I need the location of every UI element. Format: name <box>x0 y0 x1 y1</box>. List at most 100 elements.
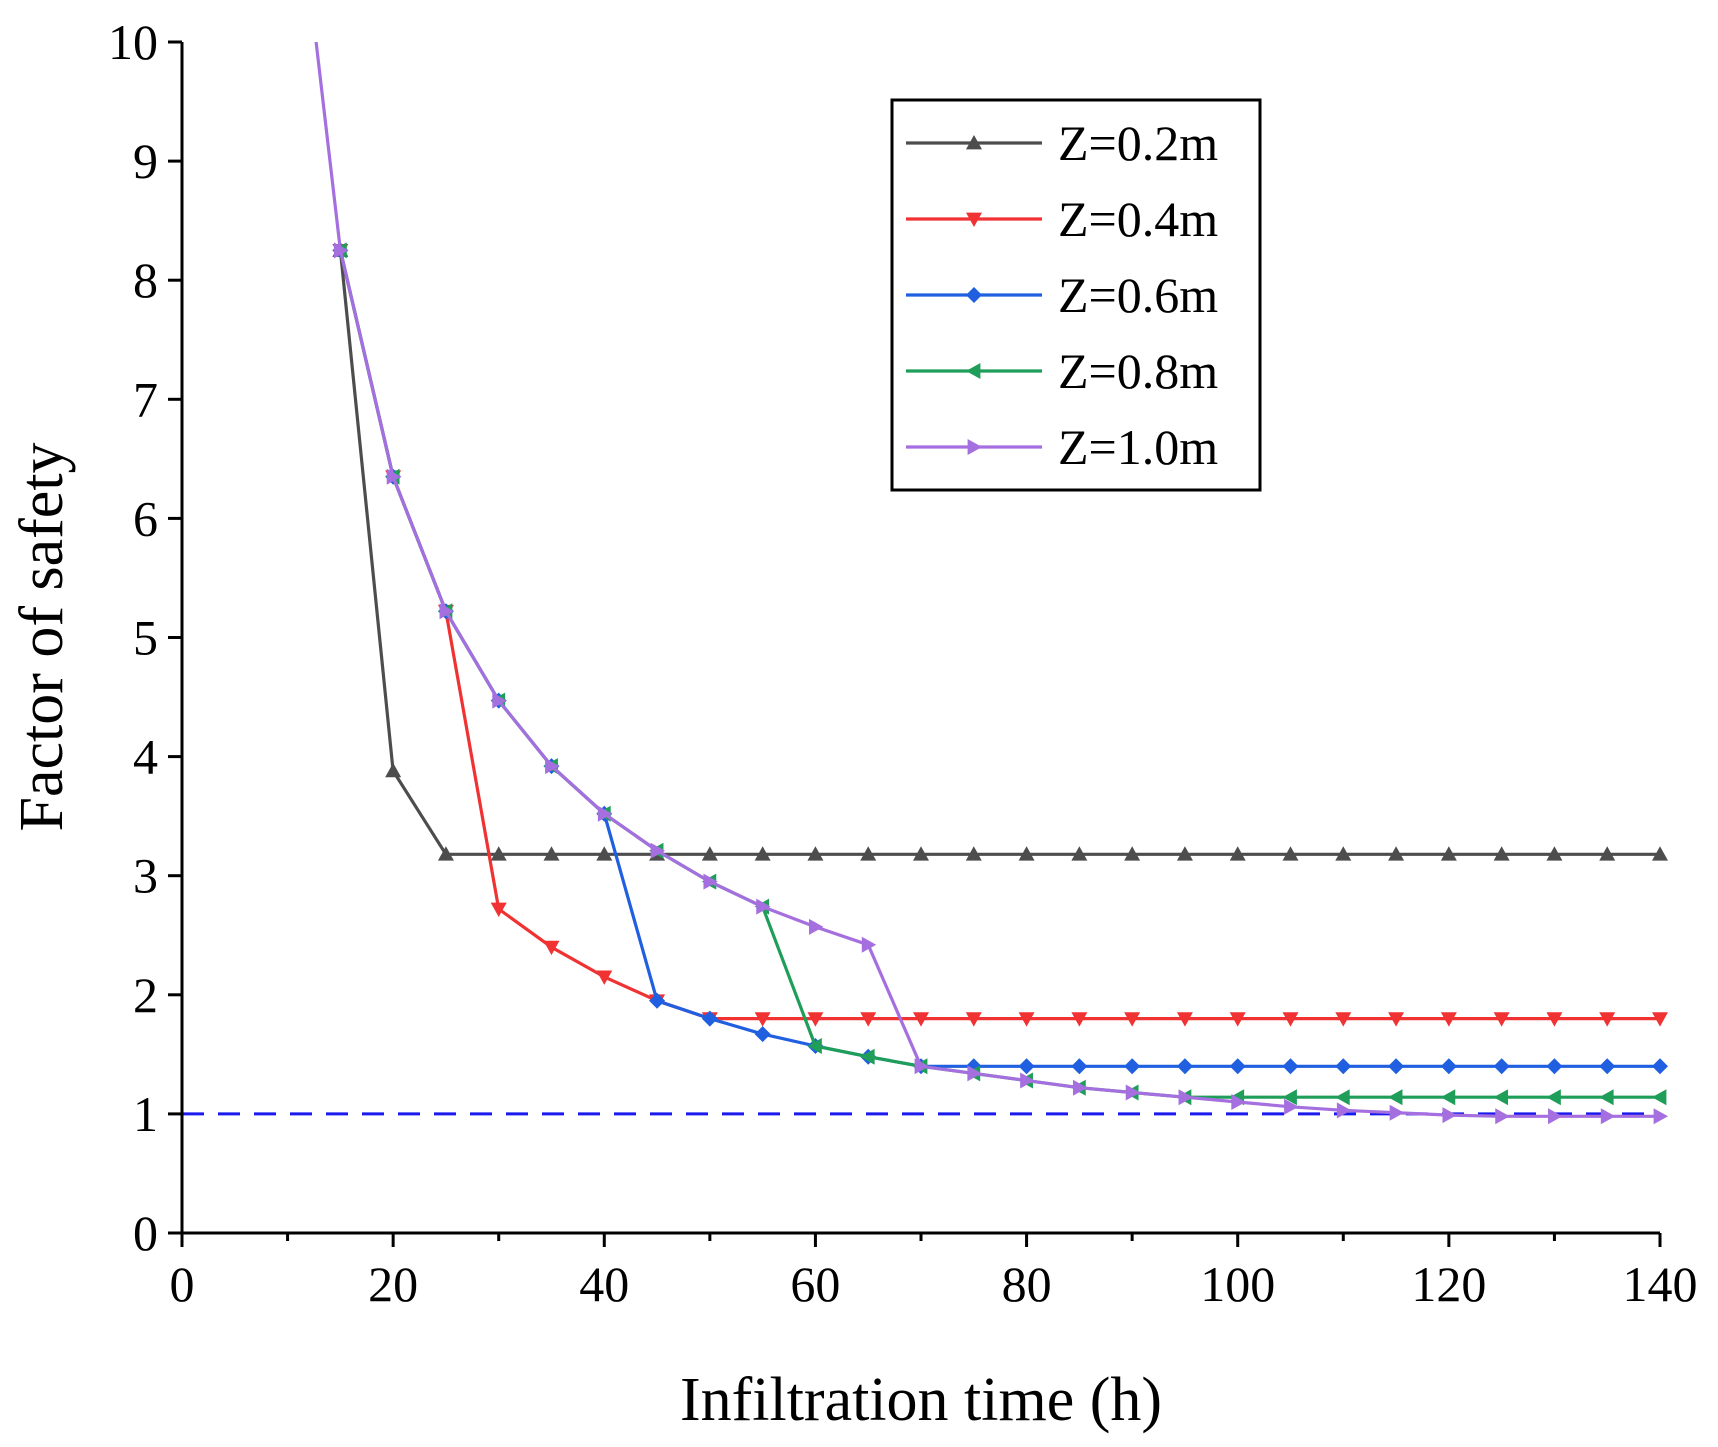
data-point <box>492 692 507 709</box>
data-point <box>913 846 929 861</box>
data-point <box>860 846 877 861</box>
x-tick-label: 140 <box>1623 1256 1698 1312</box>
series-line <box>338 250 1660 856</box>
data-point <box>1018 846 1035 861</box>
y-tick-label: 2 <box>133 967 158 1023</box>
data-point <box>1176 846 1193 861</box>
data-point <box>1495 1108 1510 1125</box>
data-point <box>1493 1012 1510 1027</box>
data-point <box>1178 1089 1193 1106</box>
legend-marker <box>966 363 981 379</box>
data-point <box>1282 1012 1299 1027</box>
y-tick-label: 1 <box>133 1086 158 1142</box>
data-point <box>1652 1089 1667 1106</box>
x-tick-label: 40 <box>579 1256 629 1312</box>
data-point <box>754 846 771 861</box>
data-point <box>1071 1012 1088 1027</box>
legend-label: Z=1.0m <box>1058 419 1218 475</box>
x-tick-label: 20 <box>368 1256 418 1312</box>
data-point <box>756 898 771 915</box>
series-line <box>338 250 1660 1021</box>
data-point <box>1229 846 1246 861</box>
data-point <box>543 940 560 956</box>
data-point <box>1546 846 1563 861</box>
data-point <box>1124 1012 1141 1027</box>
ticks-layer: 0 20 40 60 80 100 120 140 0 1 2 3 4 5 6 7 8 9 10 <box>108 14 1698 1312</box>
x-tick-label: 60 <box>790 1256 840 1312</box>
data-point <box>1018 1012 1035 1027</box>
data-point <box>703 873 718 890</box>
x-tick-label: 80 <box>1002 1256 1052 1312</box>
x-tick-label: 100 <box>1200 1256 1275 1312</box>
data-point <box>701 1010 718 1027</box>
data-point <box>1072 1079 1088 1096</box>
data-point <box>754 1026 771 1043</box>
data-point <box>545 758 560 775</box>
data-point <box>1599 1058 1616 1075</box>
data-point <box>1018 1058 1035 1075</box>
data-point <box>1599 846 1616 861</box>
data-point <box>1652 1012 1668 1027</box>
data-point <box>1125 1084 1141 1101</box>
data-point <box>596 970 613 985</box>
data-point <box>1176 1012 1193 1027</box>
data-point <box>1282 1089 1297 1106</box>
data-point <box>967 1065 982 1082</box>
data-point <box>1599 1089 1614 1106</box>
data-point <box>1335 1012 1352 1027</box>
data-point <box>490 902 507 918</box>
y-tick-label: 3 <box>133 848 158 904</box>
data-point <box>1440 1058 1457 1075</box>
data-point <box>861 936 877 953</box>
data-point <box>1229 1012 1246 1027</box>
data-point <box>1652 846 1668 861</box>
data-point <box>914 1058 929 1075</box>
data-point <box>1388 1012 1405 1027</box>
data-point <box>597 805 613 822</box>
series-Z=0.2m <box>332 242 1668 861</box>
data-point <box>1335 846 1352 861</box>
data-point <box>1071 846 1088 861</box>
legend-marker <box>967 439 982 455</box>
data-point <box>1388 846 1405 861</box>
y-tick-label: 0 <box>133 1205 158 1261</box>
y-tick-label: 6 <box>133 490 158 546</box>
data-point <box>1653 1108 1668 1125</box>
data-point <box>596 846 613 861</box>
data-point <box>1389 1104 1405 1121</box>
x-axis-title: Infiltration time (h) <box>680 1366 1162 1434</box>
data-point <box>1336 1102 1352 1119</box>
data-point <box>1652 1058 1668 1075</box>
data-point <box>439 603 454 620</box>
legend-marker <box>966 135 982 150</box>
series-layer <box>314 41 1668 1125</box>
data-point <box>1284 1098 1299 1115</box>
data-point <box>333 242 349 259</box>
data-point <box>1442 1107 1457 1124</box>
data-point <box>1599 1012 1616 1027</box>
data-point <box>1440 1012 1457 1027</box>
x-tick-label: 120 <box>1411 1256 1486 1312</box>
legend-marker <box>966 287 982 303</box>
y-tick-label: 8 <box>133 252 158 308</box>
data-point <box>913 1012 929 1027</box>
data-point <box>1124 1058 1141 1075</box>
data-point <box>965 1012 982 1027</box>
data-point <box>1176 1058 1193 1075</box>
data-point <box>1231 1093 1246 1110</box>
legend-label: Z=0.8m <box>1058 343 1218 399</box>
data-point <box>1282 846 1299 861</box>
data-point <box>1546 1012 1563 1027</box>
data-point <box>1388 1089 1403 1106</box>
data-point <box>807 846 824 861</box>
data-point <box>1546 1058 1563 1075</box>
y-tick-label: 10 <box>108 14 158 70</box>
data-point <box>543 846 560 861</box>
legend-label: Z=0.2m <box>1058 115 1218 171</box>
data-point <box>1546 1089 1561 1106</box>
legend-label: Z=0.4m <box>1058 191 1218 247</box>
data-point <box>1548 1108 1563 1125</box>
data-point <box>649 992 666 1009</box>
data-point <box>965 846 982 861</box>
